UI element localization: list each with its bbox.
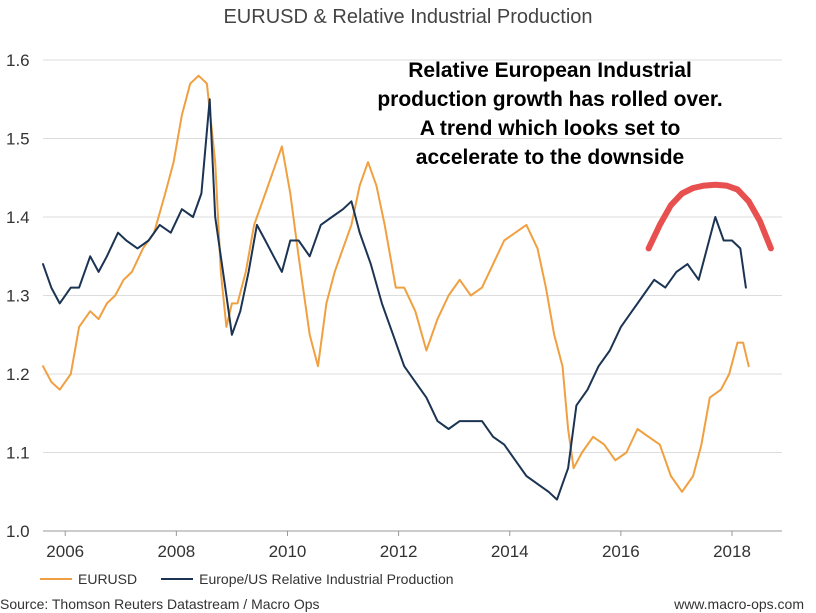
relative-ip-line xyxy=(42,98,747,501)
legend-item-relative-ip: Europe/US Relative Industrial Production xyxy=(161,571,454,587)
y-tick-label: 1.3 xyxy=(6,287,30,306)
source-note: Source: Thomson Reuters Datastream / Mac… xyxy=(0,596,320,612)
x-axis-ticks: 2006 2008 2010 2012 2014 2016 2018 xyxy=(46,531,751,561)
y-tick-label: 1.6 xyxy=(6,51,30,70)
series-lines xyxy=(42,74,774,501)
rollover-arc xyxy=(645,181,774,252)
chart-legend: EURUSD Europe/US Relative Industrial Pro… xyxy=(40,571,478,587)
y-tick-label: 1.2 xyxy=(6,365,30,384)
annotation-line-1: Relative European Industrial xyxy=(408,59,692,82)
legend-label-relative-ip: Europe/US Relative Industrial Production xyxy=(199,571,454,587)
annotation-line-3: A trend which looks set to xyxy=(419,117,681,140)
grid-lines xyxy=(43,59,782,532)
legend-swatch-relative-ip xyxy=(161,578,194,580)
y-tick-label: 1.0 xyxy=(6,522,30,541)
annotation-line-4: accelerate to the downside xyxy=(415,146,685,169)
y-tick-label: 1.4 xyxy=(6,208,30,227)
y-tick-label: 1.1 xyxy=(6,444,30,463)
legend-item-eurusd: EURUSD xyxy=(40,571,137,587)
chart-title: EURUSD & Relative Industrial Production xyxy=(223,6,593,28)
x-tick-label: 2006 xyxy=(46,542,84,561)
x-tick-label: 2014 xyxy=(491,542,529,561)
legend-swatch-eurusd xyxy=(40,578,72,580)
y-axis-ticks: 1.0 1.1 1.2 1.3 1.4 1.5 1.6 xyxy=(6,51,30,541)
x-tick-label: 2010 xyxy=(269,542,307,561)
x-tick-label: 2008 xyxy=(157,542,195,561)
y-tick-label: 1.5 xyxy=(6,130,30,149)
eurusd-line xyxy=(42,74,750,493)
x-tick-label: 2018 xyxy=(713,542,751,561)
legend-label-eurusd: EURUSD xyxy=(78,571,138,587)
chart-annotation: Relative European Industrial production … xyxy=(340,56,760,172)
annotation-line-2: production growth has rolled over. xyxy=(377,88,723,111)
x-tick-label: 2012 xyxy=(380,542,418,561)
website-label: www.macro-ops.com xyxy=(674,596,804,612)
x-tick-label: 2016 xyxy=(602,542,640,561)
